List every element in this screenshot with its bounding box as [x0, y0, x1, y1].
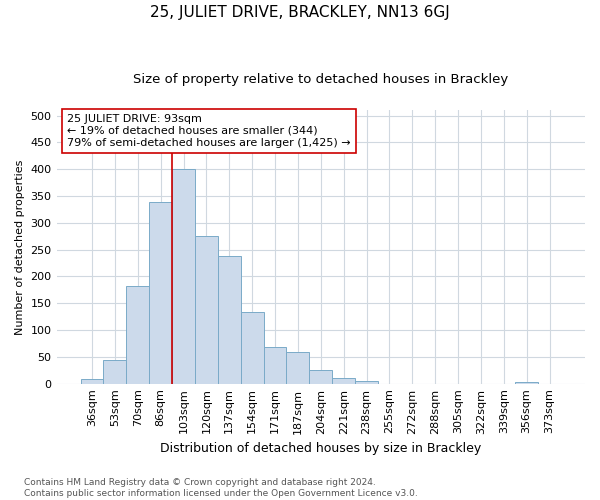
Title: Size of property relative to detached houses in Brackley: Size of property relative to detached ho…	[133, 72, 508, 86]
Bar	[286, 352, 310, 384]
Bar	[241, 312, 263, 384]
Bar	[263, 347, 286, 384]
Y-axis label: Number of detached properties: Number of detached properties	[15, 160, 25, 334]
Bar	[172, 169, 195, 384]
Bar	[332, 378, 355, 384]
X-axis label: Distribution of detached houses by size in Brackley: Distribution of detached houses by size …	[160, 442, 481, 455]
Bar	[149, 202, 172, 384]
Bar	[127, 286, 149, 384]
Bar	[80, 380, 103, 384]
Bar	[310, 370, 332, 384]
Bar	[218, 256, 241, 384]
Bar	[515, 382, 538, 384]
Text: 25, JULIET DRIVE, BRACKLEY, NN13 6GJ: 25, JULIET DRIVE, BRACKLEY, NN13 6GJ	[150, 5, 450, 20]
Bar	[355, 381, 378, 384]
Text: Contains HM Land Registry data © Crown copyright and database right 2024.
Contai: Contains HM Land Registry data © Crown c…	[24, 478, 418, 498]
Bar	[103, 360, 127, 384]
Text: 25 JULIET DRIVE: 93sqm
← 19% of detached houses are smaller (344)
79% of semi-de: 25 JULIET DRIVE: 93sqm ← 19% of detached…	[67, 114, 351, 148]
Bar	[195, 236, 218, 384]
